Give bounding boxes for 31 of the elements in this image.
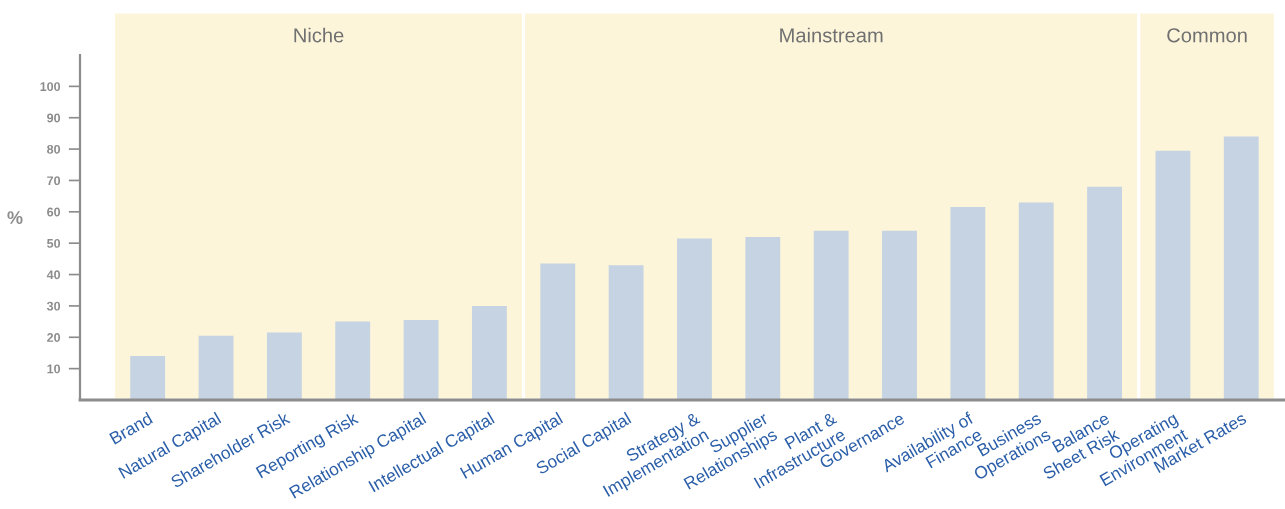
- y-tick-label: 70: [47, 176, 61, 186]
- y-tick-label: 40: [46, 270, 61, 280]
- bar: [813, 230, 849, 400]
- y-tick-label: 20: [47, 333, 61, 342]
- y-tick-label: 30: [46, 301, 61, 311]
- band-label: Common: [1167, 28, 1247, 43]
- bar: [1223, 136, 1259, 400]
- bar: [540, 263, 576, 400]
- bar: [1087, 186, 1122, 400]
- y-tick-label: 60: [47, 207, 61, 217]
- y-axis-title: %: [7, 211, 23, 224]
- y-tick-label: 50: [47, 238, 61, 248]
- bar: [677, 238, 712, 400]
- y-tick-label: 10: [47, 364, 61, 374]
- bar: [608, 265, 644, 400]
- y-tick-label: 80: [47, 144, 61, 154]
- bar: [130, 356, 166, 400]
- bar: [266, 332, 302, 400]
- bar: [1155, 150, 1191, 400]
- bar: [335, 321, 371, 400]
- bar: [950, 207, 986, 400]
- y-tick-label: 90: [47, 113, 61, 123]
- bar: [745, 236, 781, 400]
- bar: [403, 320, 439, 400]
- bar: [198, 335, 234, 400]
- bar: [882, 230, 917, 400]
- bar: [471, 305, 507, 400]
- y-tick-label: 100: [40, 82, 61, 92]
- band-label: Niche: [294, 27, 344, 43]
- band-label: Mainstream: [780, 27, 883, 43]
- bar: [1018, 202, 1054, 400]
